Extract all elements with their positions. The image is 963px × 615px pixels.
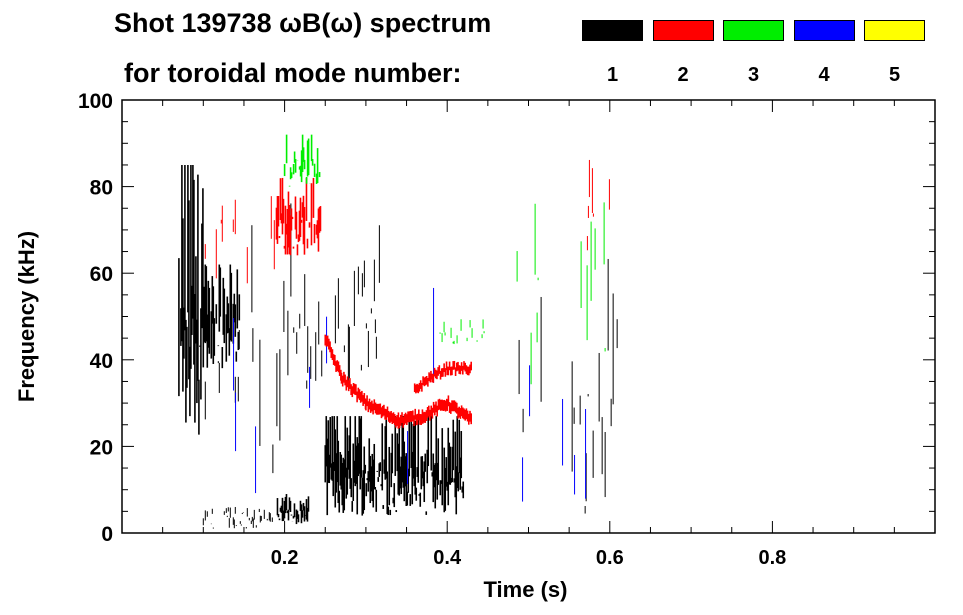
y-tick-label: 40 xyxy=(90,350,113,373)
y-tick-label: 100 xyxy=(78,90,113,113)
y-tick-label: 60 xyxy=(90,263,113,286)
y-tick-label: 20 xyxy=(90,436,113,459)
legend-label-mode-4: 4 xyxy=(818,64,830,86)
legend-swatch-mode-5 xyxy=(864,20,925,41)
legend-swatch-mode-4 xyxy=(793,20,855,41)
y-axis-label: Frequency (kHz) xyxy=(14,231,39,402)
x-tick-label: 0.4 xyxy=(433,547,462,569)
legend-label-mode-1: 1 xyxy=(606,64,619,86)
x-tick-label: 0.2 xyxy=(271,547,299,569)
x-axis-label: Time (s) xyxy=(484,577,568,602)
legend-swatch-mode-1 xyxy=(582,20,643,41)
legend-swatch-mode-3 xyxy=(723,20,784,41)
legend-label-mode-3: 3 xyxy=(747,64,760,86)
legend-swatch-mode-2 xyxy=(652,20,714,41)
x-tick-label: 0.8 xyxy=(758,547,786,569)
chart-title: Shot 139738 ωB(ω) spectrum xyxy=(114,8,492,38)
x-tick-label: 0.6 xyxy=(596,547,624,569)
legend-label-mode-5: 5 xyxy=(888,64,901,86)
spectrogram-streaks xyxy=(178,134,618,529)
plot-frame xyxy=(121,99,936,534)
y-tick-label: 0 xyxy=(101,523,113,546)
y-tick-label: 80 xyxy=(90,177,113,200)
legend-label-mode-2: 2 xyxy=(677,64,689,86)
chart-subtitle: for toroidal mode number: xyxy=(124,58,462,88)
